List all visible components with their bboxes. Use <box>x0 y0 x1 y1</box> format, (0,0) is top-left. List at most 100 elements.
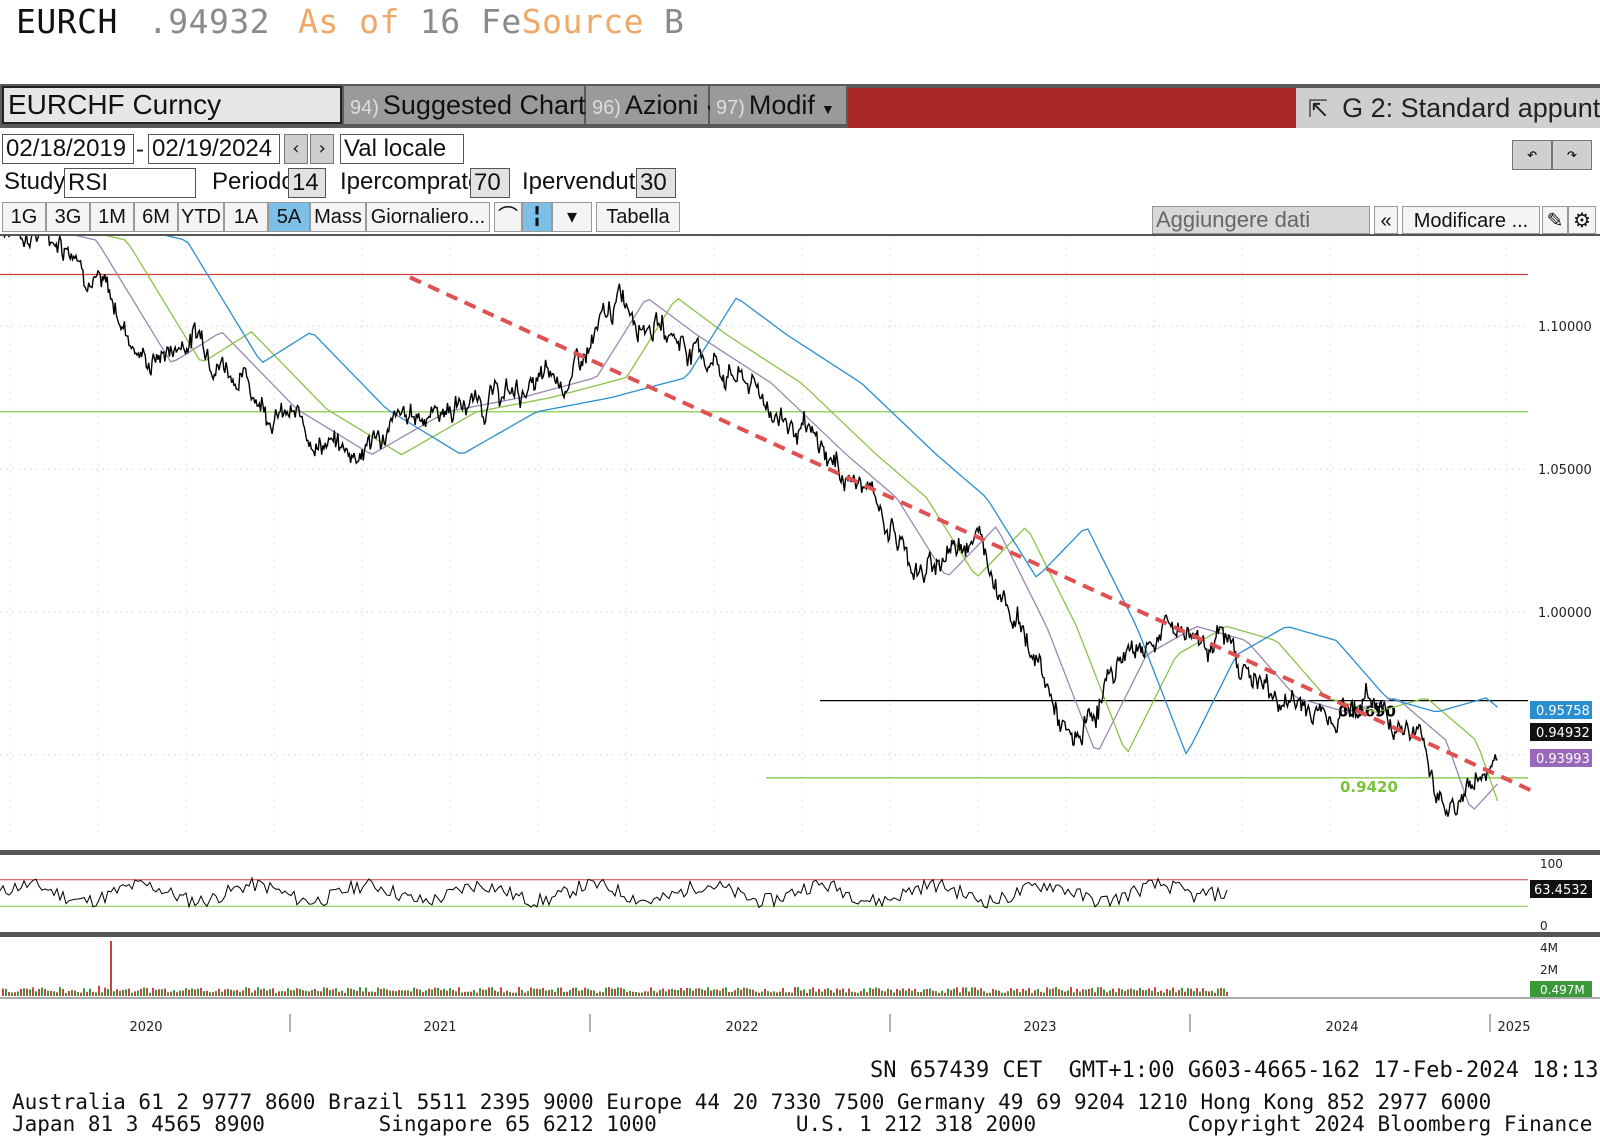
volume-bar <box>233 991 235 996</box>
line-style-button[interactable]: ⌒ <box>494 202 522 232</box>
volume-bar <box>875 987 877 996</box>
volume-bar <box>1211 991 1213 996</box>
prev-range-button[interactable]: ‹ <box>284 134 308 164</box>
volume-bar <box>29 990 31 996</box>
start-date-field[interactable]: 02/18/2019 <box>2 134 134 164</box>
volume-bar <box>350 989 352 996</box>
frequency-select[interactable]: Giornaliero... <box>366 202 490 232</box>
volume-bar <box>530 987 532 996</box>
volume-bar <box>701 989 703 996</box>
volume-bar <box>740 990 742 996</box>
table-button[interactable]: Tabella <box>596 202 680 232</box>
modify-button[interactable]: Modificare ... <box>1402 206 1540 234</box>
chevron-down-icon[interactable]: ▾ <box>552 202 592 232</box>
redo-button[interactable]: ↷ <box>1552 140 1592 170</box>
edit-icon[interactable]: ✎ <box>1542 206 1568 234</box>
volume-bar <box>716 990 718 996</box>
volume-bar <box>1061 990 1063 996</box>
volume-bar <box>110 941 112 996</box>
volume-bar <box>26 989 28 996</box>
volume-bar <box>920 992 922 996</box>
chart-template-button[interactable]: ⇱ G 2: Standard appunti <box>1296 88 1600 128</box>
volume-bar <box>38 989 40 996</box>
volume-bar <box>1175 992 1177 996</box>
volume-bar <box>137 990 139 996</box>
period-max-button[interactable]: Mass <box>310 202 366 232</box>
volume-bar <box>35 991 37 996</box>
volume-bar <box>1151 991 1153 996</box>
actions-menu[interactable]: 96)Azioni▼ <box>586 86 708 124</box>
volume-bar <box>230 990 232 996</box>
period-3g-button[interactable]: 3G <box>46 202 90 232</box>
price-tags: 0.957580.949320.93993 <box>1530 701 1592 767</box>
volume-bar <box>578 991 580 996</box>
volume-bar <box>821 992 823 996</box>
rsi-tick-label: 100 <box>1540 857 1563 871</box>
period-1g-button[interactable]: 1G <box>2 202 46 232</box>
volume-bar <box>749 989 751 996</box>
chart-type-button[interactable]: ╏ <box>522 202 552 232</box>
volume-bar <box>1043 993 1045 996</box>
oversold-field[interactable]: 30 <box>636 168 676 198</box>
volume-last-tag: 0.497M <box>1540 983 1585 997</box>
volume-bar <box>131 993 133 996</box>
volume-bar <box>1103 990 1105 996</box>
period-1m-button[interactable]: 1M <box>90 202 134 232</box>
volume-bar <box>560 987 562 996</box>
volume-bar <box>305 991 307 996</box>
suggested-charts-button[interactable]: 94) Suggested Charts <box>344 86 584 124</box>
period-field[interactable]: 14 <box>288 168 326 198</box>
modify-menu[interactable]: 97) Modif ▼ <box>710 86 846 124</box>
volume-bar <box>941 991 943 996</box>
y-axis: 1.100001.050001.00000 <box>1538 320 1592 621</box>
volume-bar <box>17 992 19 996</box>
volume-bar <box>362 991 364 996</box>
volume-bar <box>680 988 682 996</box>
volume-bar <box>413 988 415 996</box>
overbought-field[interactable]: 70 <box>470 168 510 198</box>
volume-bar <box>635 992 637 996</box>
volume-bar <box>1031 993 1033 996</box>
chevron-down-icon: ▼ <box>821 101 835 117</box>
volume-bar <box>806 993 808 996</box>
volume-bar <box>629 991 631 996</box>
undo-button[interactable]: ↶ <box>1512 140 1552 170</box>
volume-bar <box>935 991 937 996</box>
study-select[interactable]: RSI <box>64 168 196 198</box>
security-field[interactable]: EURCHF Curncy <box>2 86 342 124</box>
end-date-field[interactable]: 02/19/2024 <box>148 134 280 164</box>
volume-bar <box>179 991 181 996</box>
currency-select[interactable]: Val locale <box>340 134 464 164</box>
volume-bar <box>1130 989 1132 996</box>
volume-bar <box>557 988 559 996</box>
gear-icon[interactable]: ⚙ <box>1568 206 1596 234</box>
volume-bar <box>1097 987 1099 996</box>
level-label-0942: 0.9420 <box>1340 778 1398 796</box>
volume-bar <box>227 989 229 996</box>
volume-bar <box>914 989 916 996</box>
add-data-input[interactable]: Aggiungere dati <box>1152 206 1370 234</box>
volume-bar <box>293 990 295 996</box>
period-6m-button[interactable]: 6M <box>134 202 178 232</box>
volume-bar <box>593 991 595 996</box>
period-ytd-button[interactable]: YTD <box>178 202 224 232</box>
volume-bar <box>773 991 775 996</box>
volume-bar <box>710 991 712 996</box>
volume-bar <box>863 989 865 996</box>
volume-bar <box>899 990 901 996</box>
period-1a-button[interactable]: 1A <box>224 202 268 232</box>
volume-bar <box>521 990 523 996</box>
volume-bar <box>884 991 886 996</box>
volume-bar <box>473 990 475 996</box>
volume-bar <box>320 991 322 996</box>
volume-bar <box>443 989 445 996</box>
collapse-icon[interactable]: « <box>1374 206 1398 234</box>
volume-bar <box>1223 989 1225 996</box>
volume-bar <box>713 989 715 996</box>
volume-bar <box>554 992 556 996</box>
volume-bar <box>1064 992 1066 996</box>
period-5a-button[interactable]: 5A <box>268 202 310 232</box>
volume-bar <box>143 988 145 996</box>
next-range-button[interactable]: › <box>310 134 334 164</box>
volume-bar <box>947 989 949 996</box>
